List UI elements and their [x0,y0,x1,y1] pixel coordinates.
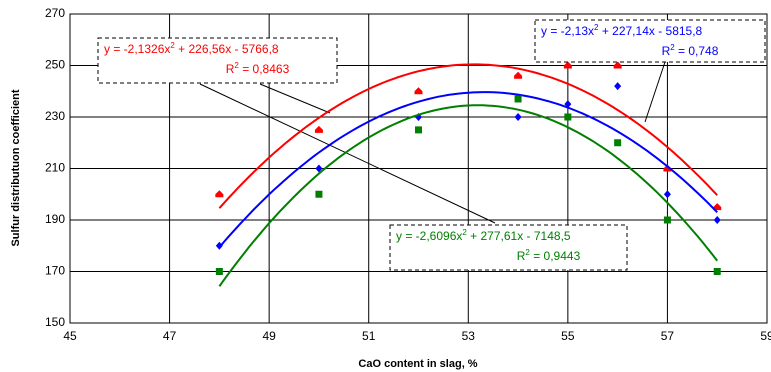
equation-box [389,224,628,271]
point [314,125,323,133]
equation-box [97,37,338,84]
equation-part: = 0,8463 [239,62,290,76]
y-tick-label: 210 [45,161,65,175]
equation-part: = 0,9443 [530,249,581,263]
equation-part: 2 [670,43,675,52]
y-tick-label: 270 [45,6,65,20]
x-tick-label: 47 [163,329,177,343]
trend-r2: R2 = 0,9443 [517,248,581,264]
equation-part: 2 [234,61,239,70]
equation-part: 2 [594,23,599,32]
x-tick-label: 57 [661,329,675,343]
trend-equation: y = -2,6096x2 + 277,61x - 7148,5 [396,228,571,244]
trend-line [218,63,718,209]
x-tick-label: 51 [362,329,376,343]
equation-part: + 277,61x - 7148,5 [467,229,571,243]
point [614,82,622,91]
equation-part: R [662,44,671,58]
y-tick-label: 150 [45,315,65,329]
x-tick-label: 55 [561,329,575,343]
point [215,241,223,250]
y-tick-label: 190 [45,212,65,226]
point [614,139,622,147]
equation-part: y = -2,1326x [104,42,170,56]
equation-part: R [517,249,526,263]
trend-r2: R2 = 0,748 [662,43,719,59]
point [663,164,672,172]
y-tick-label: 170 [45,264,65,278]
point [315,164,323,173]
point [315,190,323,198]
point [663,216,671,224]
equation-part: y = -2,13x [541,24,594,38]
y-tick-label: 250 [45,58,65,72]
point [514,95,522,103]
equation-part: = 0,748 [675,44,719,58]
plot-border [69,13,768,324]
leader-line [644,61,666,123]
trend-line [218,91,718,248]
equation-part: + 226,56x - 5766,8 [175,42,279,56]
trend-r2: R2 = 0,8463 [226,61,290,77]
point [564,100,572,109]
point [415,126,422,134]
equation-part: y = -2,6096x [396,229,462,243]
equation-part: 2 [462,228,467,237]
y-axis-label: Sulfur distributuon coefficient [10,89,22,246]
x-tick-label: 53 [462,329,476,343]
point [713,203,722,211]
x-tick-label: 49 [262,329,276,343]
trend-equation: y = -2,1326x2 + 226,56x - 5766,8 [104,41,279,57]
equation-part: + 227,14x - 5815,8 [598,24,702,38]
point [514,113,522,121]
point [514,71,523,79]
x-tick-label: 59 [760,329,771,343]
point [215,268,223,275]
trend-equation: y = -2,13x2 + 227,14x - 5815,8 [541,23,703,39]
leader-lines [199,61,666,224]
point [215,190,224,198]
point [713,216,721,224]
leader-line [199,83,496,224]
point [663,190,671,199]
leader-line [259,83,331,114]
y-tick-label: 230 [45,109,65,123]
equation-part: 2 [525,248,530,257]
equation-part: 2 [170,41,175,50]
x-axis-label: CaO content in slag, % [358,358,477,370]
point [713,268,721,275]
x-tick-label: 45 [63,329,77,343]
trend-line [218,104,718,287]
point [414,87,423,95]
equation-part: R [226,62,235,76]
point [563,61,572,69]
point [564,113,572,121]
point [613,61,622,69]
equation-box [534,19,766,63]
